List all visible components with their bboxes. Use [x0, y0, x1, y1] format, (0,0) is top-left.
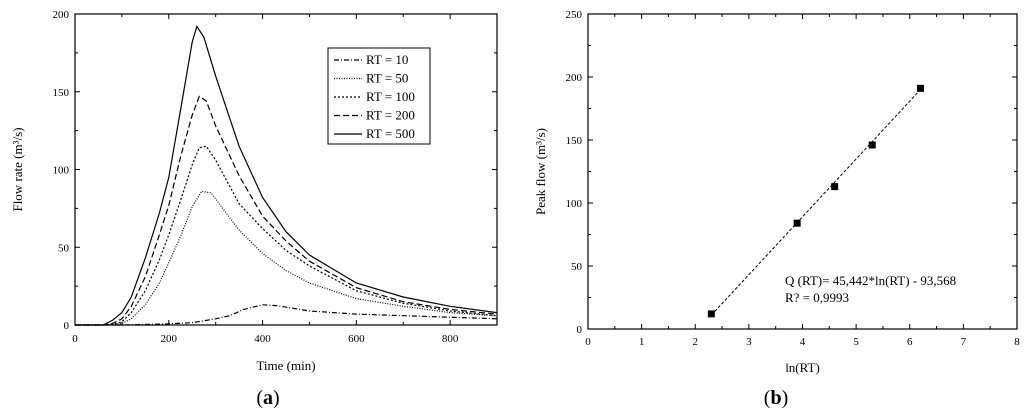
y-tick-label: 200: [566, 72, 583, 84]
chart-b-peak-flow-regression: 0 1 2 3 4 5 6 7 8 0 50 100 150 200 250 ln(RT) Peak flow …: [533, 9, 1020, 375]
x-tick-label: 7: [961, 336, 967, 348]
series-line-5: [75, 24, 498, 326]
chart-a-flow-hydrograph: 0 200 400 600 800 0 50 100 150 200 Time (min) Flow …: [10, 9, 498, 373]
x-tick-label: 6: [907, 336, 913, 348]
annotation-1: Q (RT)= 45,442*ln(RT) - 93,568: [785, 273, 956, 288]
legend-label-2: RT = 50: [366, 71, 408, 86]
series-line-3: [75, 145, 498, 326]
legend-box: [327, 47, 431, 145]
legend-label-5: RT = 500: [366, 126, 415, 141]
x-tick-label: 5: [853, 336, 859, 348]
panel-label-a: (a): [256, 387, 279, 409]
y-tick-label: 100: [53, 165, 70, 177]
legend-label-4: RT = 200: [366, 108, 415, 123]
data-point-5: [916, 84, 924, 92]
x-axis-title-a: Time (min): [256, 358, 315, 373]
x-tick-label: 1: [639, 336, 645, 348]
y-tick-label: 200: [53, 9, 70, 21]
series-line-4: [75, 95, 498, 326]
data-point-4: [868, 141, 876, 149]
legend-label-1: RT = 10: [366, 52, 408, 67]
x-tick-label: 2: [693, 336, 699, 348]
series-line-1: [75, 304, 498, 326]
x-tick-label: 200: [161, 333, 178, 345]
y-tick-label: 50: [58, 242, 70, 254]
legend-label-3: RT = 100: [366, 89, 415, 104]
x-tick-label: 0: [72, 333, 78, 345]
y-tick-label: 0: [577, 324, 583, 336]
y-tick-label: 0: [64, 320, 70, 332]
y-axis-title-b: Peak flow (m³/s): [533, 128, 548, 215]
y-tick-label: 100: [566, 198, 583, 210]
x-tick-label: 4: [800, 336, 806, 348]
data-point-2: [793, 219, 801, 227]
x-tick-label: 400: [254, 333, 271, 345]
panel-label-b: (b): [764, 387, 788, 409]
y-tick-label: 150: [53, 87, 70, 99]
data-point-1: [707, 310, 715, 318]
series-line-2: [75, 190, 498, 326]
x-tick-label: 800: [442, 333, 459, 345]
x-tick-label: 3: [746, 336, 752, 348]
y-tick-label: 250: [566, 9, 583, 21]
annotation-2: R? = 0,9993: [785, 290, 849, 305]
x-tick-label: 8: [1014, 336, 1020, 348]
x-tick-label: 0: [585, 336, 591, 348]
regression-fit-line: [710, 89, 921, 316]
y-tick-label: 50: [571, 261, 583, 273]
y-axis-title-a: Flow rate (m³/s): [10, 127, 25, 211]
x-axis-title-b: ln(RT): [785, 360, 820, 375]
x-tick-label: 600: [348, 333, 365, 345]
data-point-3: [831, 183, 839, 191]
y-tick-label: 150: [566, 135, 583, 147]
